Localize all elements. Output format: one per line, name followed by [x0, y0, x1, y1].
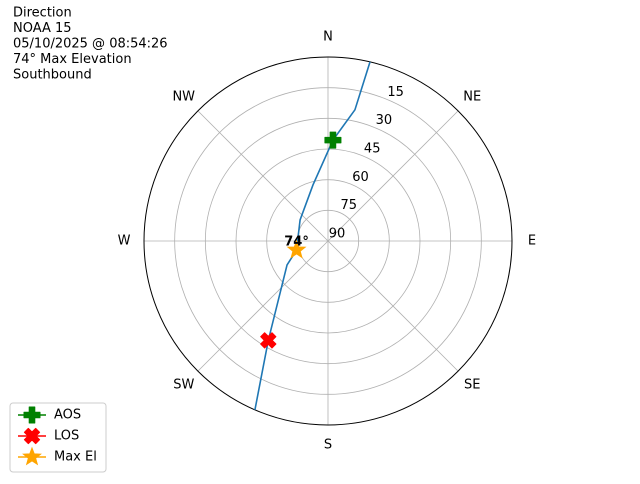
legend: AOS LOS Max El	[9, 402, 107, 473]
title-line: 74° Max Elevation	[13, 52, 132, 67]
angle-tick-label: SE	[464, 378, 480, 393]
title-line: 05/10/2025 @ 08:54:26	[13, 37, 168, 52]
legend-label: Max El	[54, 450, 97, 465]
title-line: Direction	[13, 6, 72, 21]
angle-tick-label: S	[324, 438, 332, 453]
marker-x	[260, 332, 277, 349]
marker-star	[286, 239, 307, 259]
radial-tick-label: 15	[387, 85, 404, 100]
title-line: Southbound	[13, 68, 92, 83]
angle-tick-label: SW	[173, 378, 194, 393]
legend-marker	[23, 406, 41, 424]
legend-label: LOS	[54, 429, 79, 444]
radial-tick-label: 75	[340, 198, 357, 213]
radial-tick-label: 90	[329, 227, 346, 242]
track-line	[254, 61, 371, 411]
angle-tick-label: NE	[463, 89, 481, 104]
marker-plus	[324, 131, 342, 149]
legend-marker	[23, 427, 41, 445]
radial-tick-label: 30	[376, 113, 393, 128]
title-line: NOAA 15	[13, 21, 72, 36]
radial-grid-ring	[204, 117, 452, 365]
angle-tick-label: W	[118, 234, 131, 249]
angle-tick-label: N	[323, 30, 333, 45]
angle-tick-label: E	[528, 234, 536, 249]
polar-frame	[143, 56, 513, 426]
angle-tick-label: NW	[172, 89, 195, 104]
radial-grid-ring	[174, 87, 482, 395]
legend-label: AOS	[54, 408, 81, 423]
legend-marker	[22, 446, 42, 466]
radial-grid-ring	[235, 148, 421, 334]
radial-tick-label: 60	[352, 170, 369, 185]
value-label: 74°	[284, 235, 309, 250]
radial-grid-ring	[266, 179, 390, 303]
radial-tick-label: 45	[364, 142, 381, 157]
